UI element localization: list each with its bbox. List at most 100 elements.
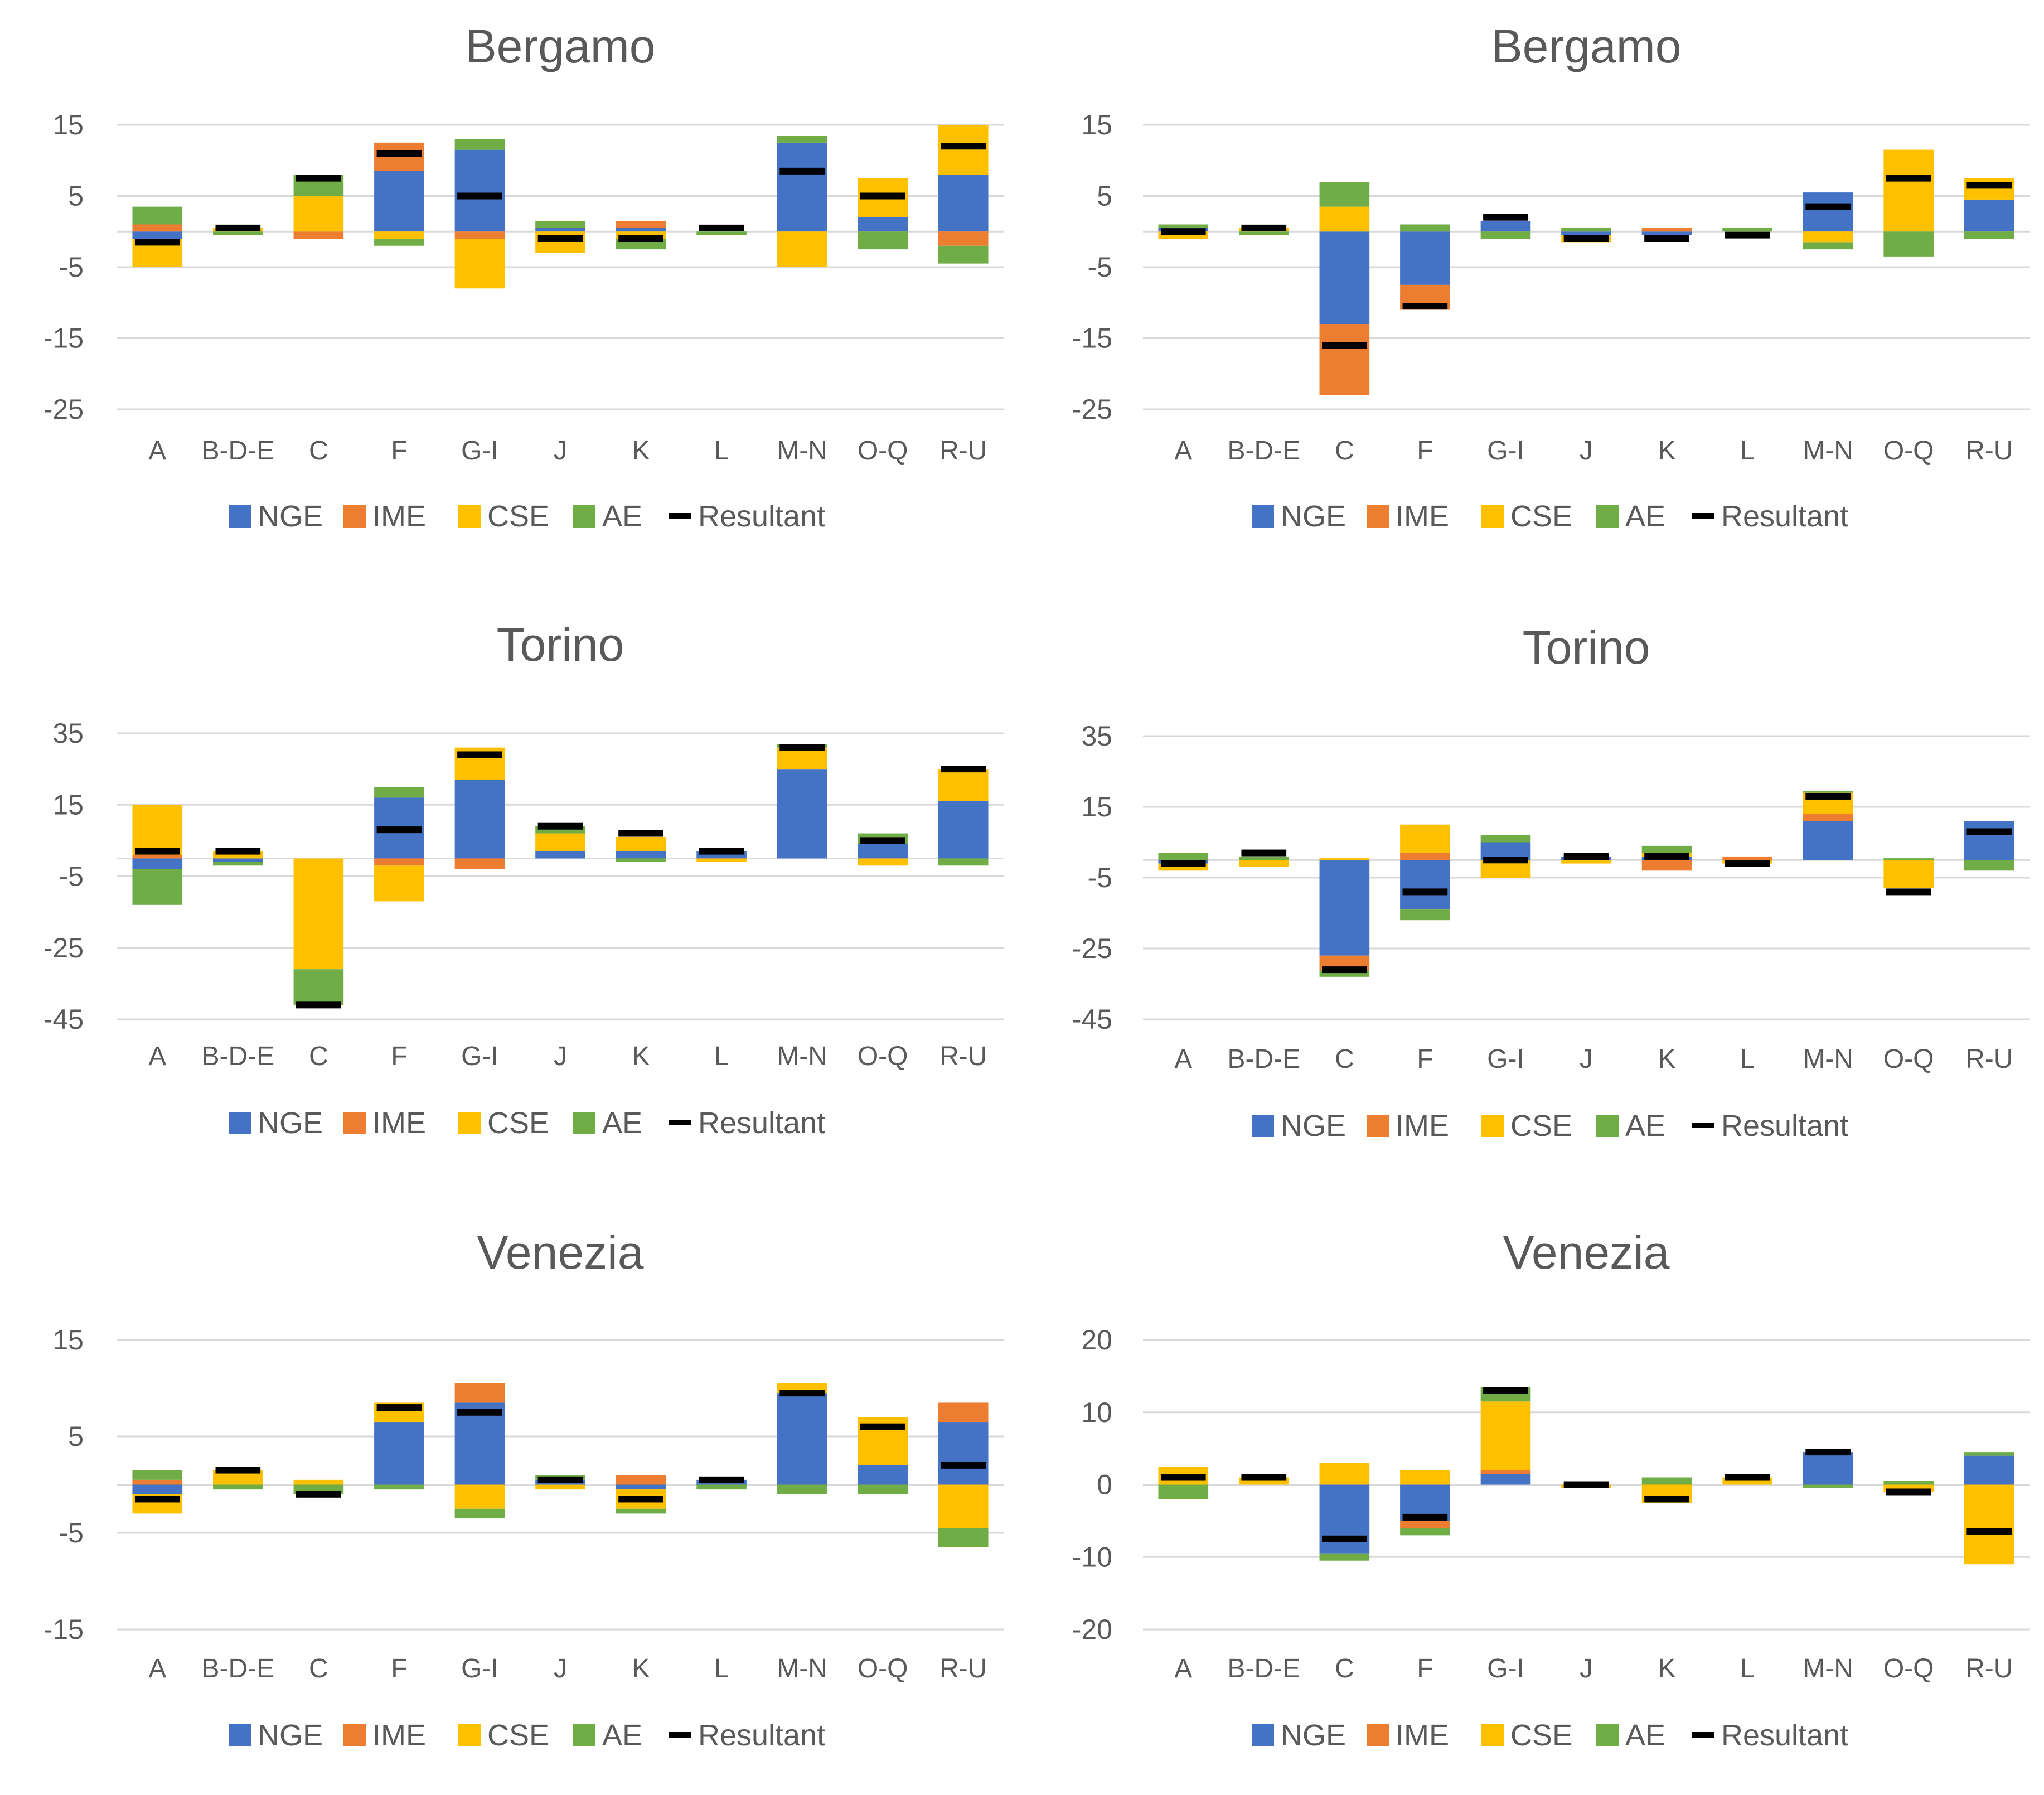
y-tick-label: 5 (68, 1421, 84, 1452)
bar-ae-k (616, 858, 666, 862)
resultant-marker-b-d-e (1241, 224, 1287, 231)
x-category-label: R-U (939, 1042, 987, 1071)
y-tick-label: -5 (1088, 862, 1112, 893)
bar-ae-k (1641, 1477, 1692, 1485)
resultant-marker-j (1563, 1481, 1609, 1488)
legend-swatch-ae (573, 1724, 595, 1746)
bar-nge-a (132, 858, 183, 869)
x-category-label: A (148, 436, 166, 466)
x-category-label: M-N (1803, 1654, 1853, 1683)
legend-label-ae: AE (1625, 500, 1665, 533)
legend-swatch-resultant (1692, 1732, 1714, 1738)
x-category-label: F (391, 436, 407, 466)
x-category-label: C (309, 436, 328, 466)
bar-ae-c (1319, 1553, 1370, 1561)
bar-ime-a (132, 855, 183, 859)
resultant-marker-k (618, 235, 663, 242)
x-category-label: C (309, 1654, 328, 1683)
bar-ae-r-u (1964, 231, 2014, 239)
bar-cse-r-u (938, 769, 989, 801)
chart-title: Bergamo (466, 20, 656, 72)
y-tick-label: -5 (1088, 251, 1112, 283)
y-tick-label: -5 (59, 861, 84, 892)
resultant-marker-b-d-e (215, 224, 261, 231)
bar-ime-a (132, 1479, 183, 1485)
x-category-label: O-Q (1883, 1654, 1934, 1683)
bar-cse-r-u (938, 1484, 989, 1528)
bar-ae-b-d-e (213, 231, 263, 235)
resultant-marker-k (1644, 1496, 1689, 1503)
bar-nge-k (616, 1484, 666, 1490)
bar-nge-m-n (777, 1393, 827, 1485)
bar-ae-g-i (1480, 835, 1531, 843)
x-category-label: M-N (777, 1042, 827, 1071)
bar-ae-b-d-e (1239, 856, 1289, 860)
chart-title: Venezia (477, 1226, 644, 1279)
y-tick-label: -15 (43, 323, 84, 354)
bar-ime-k (616, 221, 666, 228)
legend-swatch-cse (458, 505, 481, 528)
resultant-marker-l (699, 848, 744, 855)
bar-ae-r-u (938, 1528, 989, 1547)
bar-ae-r-u (938, 245, 989, 264)
bar-nge-o-q (858, 217, 908, 232)
resultant-marker-c (296, 1001, 341, 1009)
y-tick-label: -25 (1072, 394, 1112, 425)
y-tick-label: 35 (52, 718, 84, 749)
bar-cse-j (535, 833, 585, 851)
legend-swatch-cse (1481, 505, 1504, 528)
bar-cse-c (1319, 1463, 1370, 1485)
bar-cse-r-u (1964, 178, 2014, 200)
bar-ae-m-n (1803, 242, 1853, 250)
resultant-marker-b-d-e (1241, 1474, 1287, 1481)
legend: NGE IME CSE AE Resultant (229, 1106, 825, 1140)
bar-ime-c (293, 231, 344, 239)
y-tick-label: 5 (68, 181, 84, 212)
resultant-marker-r-u (1966, 1528, 2012, 1535)
bar-ae-m-n (1803, 1484, 1853, 1488)
bar-ime-g-i (454, 231, 505, 239)
legend-label-nge: NGE (258, 1719, 323, 1752)
bar-ae-f (374, 1484, 424, 1490)
bar-cse-m-n (777, 231, 827, 267)
legend-label-ime: IME (372, 1719, 426, 1752)
bar-nge-g-i (1480, 221, 1531, 232)
legend-swatch-ae (1596, 505, 1619, 528)
legend-label-nge: NGE (1281, 1719, 1346, 1752)
resultant-marker-c (296, 1491, 341, 1498)
x-category-label: M-N (1803, 1044, 1853, 1074)
legend-swatch-ime (343, 1724, 366, 1746)
bar-ae-b-d-e (213, 1484, 263, 1490)
x-category-label: L (714, 1042, 729, 1071)
chart-panel-venezia-left: Venezia 15 5 -5 -15 A B-D-E C F G-I J K L M-N O-Q R-U NG… (43, 1226, 1004, 1752)
bar-cse-f (374, 231, 424, 239)
x-category-label: K (632, 436, 650, 466)
bar-nge-g-i (454, 780, 505, 859)
bar-cse-c (293, 1479, 344, 1485)
x-category-label: F (1417, 1044, 1433, 1074)
bar-ime-g-i (1480, 1470, 1531, 1474)
bar-ae-f (1400, 224, 1450, 232)
chart-panel-torino-right: Torino 35 15 -5 -25 -45 A B-D-E C F G-I J K L M-N O-Q R-… (1072, 621, 2030, 1143)
x-category-label: F (391, 1042, 407, 1071)
x-category-label: L (714, 1654, 729, 1683)
resultant-marker-l (1725, 860, 1770, 867)
x-category-label: K (632, 1042, 650, 1071)
x-category-label: M-N (1803, 436, 1853, 466)
resultant-marker-c (296, 175, 341, 182)
bar-ime-f (1400, 853, 1450, 860)
legend: NGE IME CSE AE Resultant (1252, 1109, 1848, 1143)
bar-ae-f (1400, 909, 1450, 921)
x-category-label: A (148, 1654, 166, 1683)
legend: NGE IME CSE AE Resultant (1252, 1719, 1848, 1752)
x-category-label: M-N (777, 436, 827, 466)
y-tick-label: -15 (1072, 323, 1112, 354)
resultant-marker-f (376, 150, 422, 157)
chart-panel-bergamo-left: Bergamo 15 5 -5 -15 -25 A B-D-E C F G-I J K L M-N O-Q R-… (43, 20, 1004, 533)
legend-swatch-cse (1481, 1115, 1504, 1137)
resultant-marker-m-n (779, 167, 825, 175)
resultant-marker-a (1160, 228, 1206, 235)
y-tick-label: 0 (1097, 1469, 1112, 1501)
y-tick-label: 15 (1081, 109, 1112, 141)
y-tick-label: -5 (59, 1517, 84, 1549)
